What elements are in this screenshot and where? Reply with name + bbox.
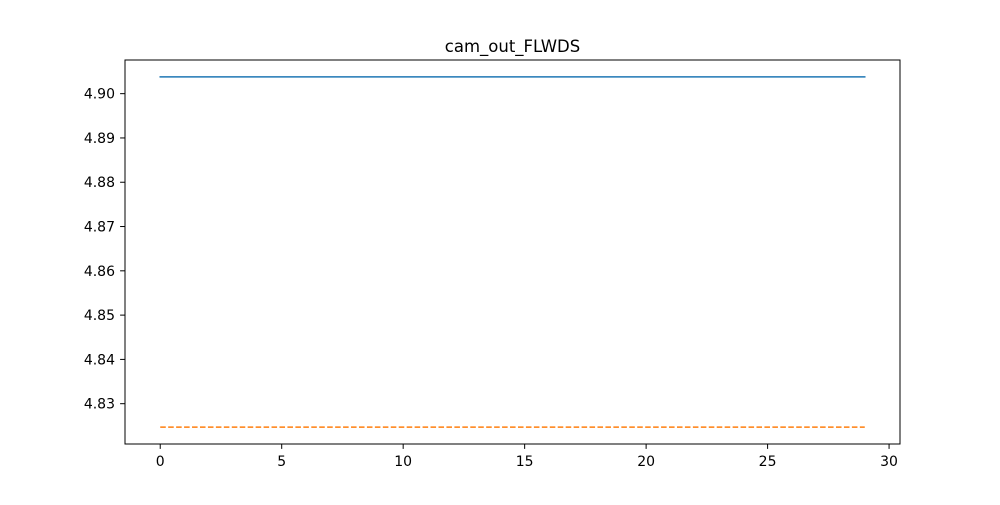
x-tick-label: 10 [394,454,412,470]
y-tick-label: 4.89 [84,131,115,147]
x-tick-label: 0 [156,454,165,470]
y-tick-label: 4.83 [84,397,115,413]
x-tick-label: 25 [759,454,777,470]
y-tick-label: 4.86 [84,264,115,280]
chart-title: cam_out_FLWDS [445,37,580,57]
y-tick-label: 4.87 [84,220,115,236]
y-tick-label: 4.85 [84,308,115,324]
x-tick-label: 20 [637,454,655,470]
x-tick-label: 15 [516,454,534,470]
x-tick-label: 30 [880,454,898,470]
y-tick-label: 4.84 [84,352,115,368]
y-tick-label: 4.88 [84,175,115,191]
y-tick-label: 4.90 [84,87,115,103]
x-tick-label: 5 [277,454,286,470]
plot-frame [124,59,901,445]
series-layer [159,76,866,428]
y-axis: 4.83 4.84 4.85 4.86 4.87 4.88 4.89 4.90 [84,87,125,413]
x-axis: 0 5 10 15 20 25 30 [156,444,898,470]
